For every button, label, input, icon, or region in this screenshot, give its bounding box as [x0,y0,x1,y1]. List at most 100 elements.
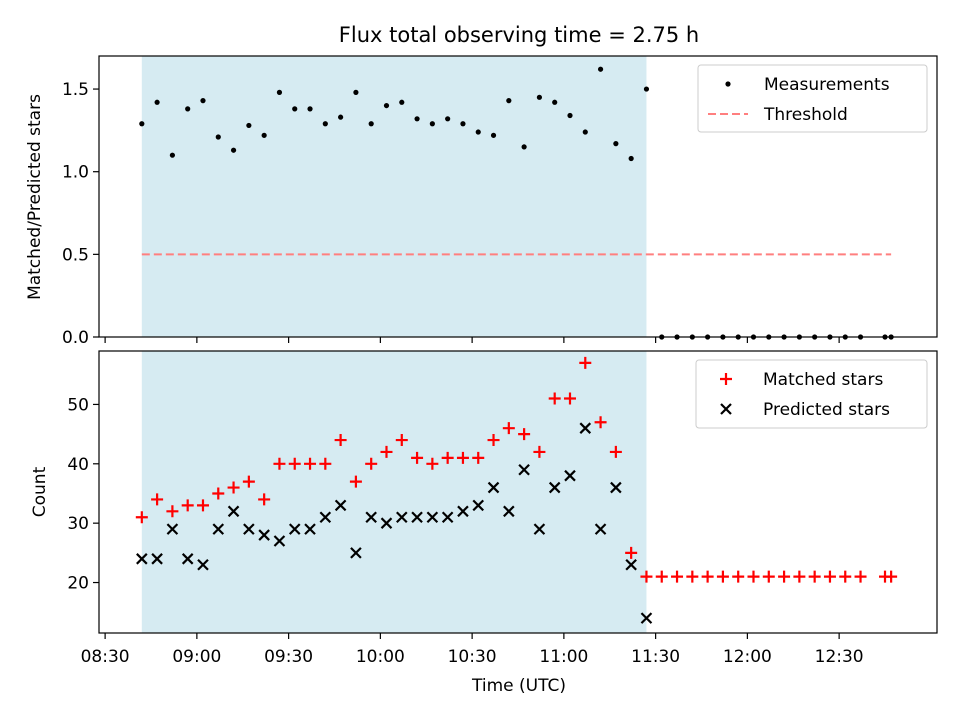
matched-stars-points [135,356,898,583]
matched-star-point [747,570,760,583]
predicted-star-point [365,511,377,524]
predicted-star-point [640,612,653,624]
matched-star-point [212,487,225,500]
legend-measurements-label: Measurements [764,75,890,95]
matched-star-point [365,457,378,470]
predicted-stars-points [136,422,653,624]
matched-star-point [701,570,714,583]
predicted-star-point [151,553,163,565]
matched-star-point [456,451,469,464]
count-ytick-label: 30 [67,514,89,534]
measurement-point [261,132,267,138]
ratio-ytick-label: 0.0 [62,328,89,348]
matched-star-point [472,451,485,464]
measurement-point [200,98,206,104]
matched-star-point [762,570,775,583]
count-y-axis-ticks: 20 30 40 50 [67,395,99,594]
count-plot-frame [98,350,938,634]
predicted-star-point [625,558,637,571]
count-ytick-label: 40 [67,455,89,475]
measurement-point [383,102,390,109]
predicted-star-point [258,529,270,541]
count-panel: 20 30 40 50 08:30 09:00 09:30 10:00 10:30 11:00 1… [30,350,938,696]
matched-star-point [380,445,393,458]
predicted-star-point [503,505,515,518]
measurement-point [185,106,191,112]
predicted-star-point [548,481,561,494]
legend-predicted-marker [720,403,732,415]
count-observing-window-shade [141,351,647,633]
predicted-star-point [288,523,301,535]
predicted-star-point [396,511,408,524]
measurement-point [353,89,359,95]
predicted-star-point [610,481,622,494]
ratio-plot-frame [98,55,938,338]
figure-title: Flux total observing time = 2.75 h [339,23,699,47]
count-xtick-label: 08:30 [81,647,130,667]
matched-star-point [334,434,347,447]
matched-star-point [533,445,546,458]
predicted-star-point [564,469,576,482]
count-xtick-label: 11:00 [539,647,588,667]
predicted-star-point [472,499,485,512]
legend-predicted-label: Predicted stars [763,400,890,420]
predicted-star-point [212,523,225,535]
predicted-star-point [426,511,439,524]
measurement-point [368,121,374,127]
measurement-point [154,99,160,105]
measurement-point [399,99,405,105]
matched-star-point [839,570,852,583]
matched-star-point [288,457,301,470]
measurement-point [246,122,252,129]
measurement-point [307,106,313,112]
measurement-point [643,86,650,92]
matched-star-point [242,475,255,488]
matched-star-point [563,392,576,405]
matched-star-point [319,457,332,470]
measurement-point [414,116,420,122]
matched-star-point [609,445,622,458]
count-xtick-label: 12:00 [723,647,772,667]
matched-star-point [854,570,867,583]
count-xtick-label: 10:00 [356,647,405,667]
count-legend-box [695,359,928,429]
ratio-observing-window-shade [141,56,647,337]
predicted-star-point [441,511,454,524]
matched-star-point [808,570,821,583]
count-x-axis-ticks: 08:30 09:00 09:30 10:00 10:30 11:00 11:30 12:00… [81,633,864,667]
predicted-star-point [197,558,209,571]
count-legend: Matched stars Predicted stars [695,359,928,429]
predicted-star-point [518,463,530,476]
matched-star-point [411,451,424,464]
measurement-point [215,134,221,140]
measurement-point [536,94,543,100]
legend-matched-label: Matched stars [763,370,883,390]
predicted-star-point [166,523,179,535]
matched-star-point [640,570,653,583]
matched-star-point [716,570,729,583]
predicted-star-point [334,499,347,512]
ratio-ytick-label: 1.0 [62,163,89,183]
matched-star-point [518,428,531,441]
matched-star-point [349,475,362,488]
predicted-star-point [181,553,194,565]
ratio-panel: 0.0 0.5 1.0 1.5 Matched/Predicted stars Mea… [25,55,938,348]
count-xtick-label: 12:30 [815,647,864,667]
measurement-point [567,112,573,119]
legend-threshold-label: Threshold [763,105,848,125]
predicted-star-point [136,553,148,565]
count-xtick-label: 11:30 [631,647,680,667]
legend-measurements-marker [725,81,731,87]
measurement-point [276,89,283,95]
predicted-star-point [380,517,393,529]
count-ytick-label: 50 [67,395,89,415]
matched-star-point [426,457,439,470]
matched-star-point [441,451,454,464]
matched-star-point [625,546,638,559]
matched-star-point [671,570,684,583]
matched-star-point [395,434,408,447]
measurement-point [490,132,497,138]
matched-star-point [196,499,209,512]
x-axis-label: Time (UTC) [471,676,566,696]
